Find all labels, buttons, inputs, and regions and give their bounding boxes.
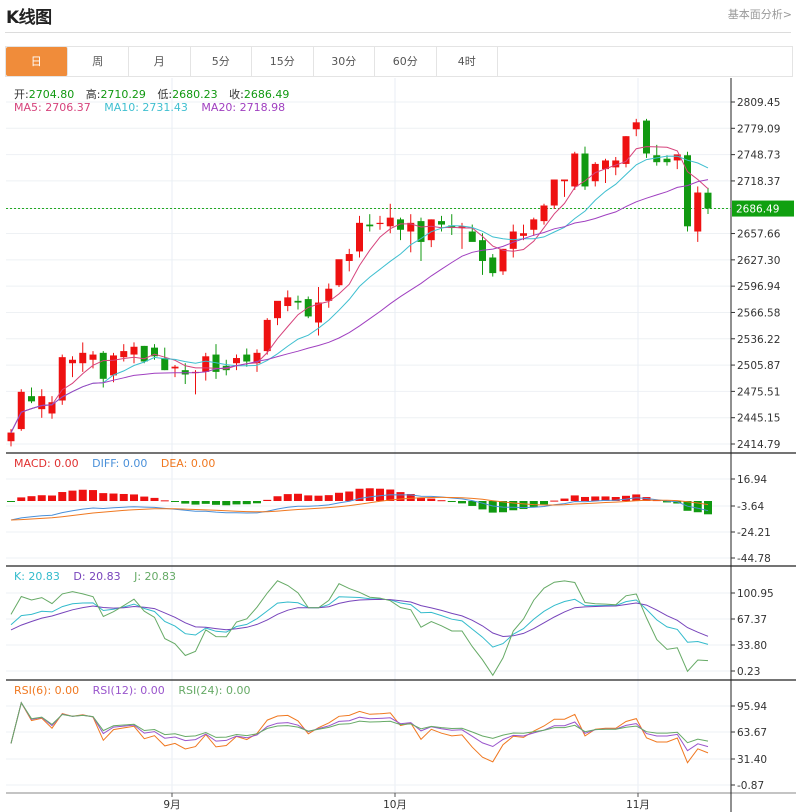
svg-text:2566.58: 2566.58 xyxy=(737,307,780,319)
svg-text:2505.87: 2505.87 xyxy=(737,360,780,372)
tab-5min[interactable]: 5分 xyxy=(191,47,252,76)
macd-legend: MACD: 0.00 DIFF: 0.00 DEA: 0.00 xyxy=(14,457,225,470)
close-value: 2686.49 xyxy=(243,88,290,101)
svg-text:31.40: 31.40 xyxy=(737,754,767,766)
svg-text:2475.51: 2475.51 xyxy=(737,386,780,398)
j-value: J: 20.83 xyxy=(134,570,177,583)
svg-text:2718.37: 2718.37 xyxy=(737,176,780,188)
kdj-legend: K: 20.83 D: 20.83 J: 20.83 xyxy=(14,570,186,583)
svg-text:2536.22: 2536.22 xyxy=(737,334,780,346)
svg-text:2445.15: 2445.15 xyxy=(737,413,780,425)
svg-text:16.94: 16.94 xyxy=(737,474,767,486)
time-axis: 9月 10月 11月 xyxy=(163,793,650,811)
svg-text:-0.87: -0.87 xyxy=(737,780,764,792)
grid xyxy=(6,78,731,793)
svg-text:2414.79: 2414.79 xyxy=(737,439,780,451)
last-price-badge xyxy=(732,200,794,217)
svg-text:2809.45: 2809.45 xyxy=(737,97,780,109)
divider xyxy=(5,32,791,33)
tab-week[interactable]: 周 xyxy=(68,47,129,76)
period-tabs: 日 周 月 5分 15分 30分 60分 4时 xyxy=(5,46,793,77)
page-title: K线图 xyxy=(6,8,52,28)
low-label: 低: xyxy=(157,88,173,101)
svg-text:2657.66: 2657.66 xyxy=(737,229,781,241)
fundamental-analysis-link[interactable]: 基本面分析> xyxy=(727,8,792,21)
low-value: 2680.23 xyxy=(172,88,218,101)
svg-text:100.95: 100.95 xyxy=(737,588,774,600)
d-line xyxy=(10,598,709,638)
rsi24-value: RSI(24): 0.00 xyxy=(178,684,251,697)
d-value: D: 20.83 xyxy=(73,570,121,583)
high-label: 高: xyxy=(85,88,101,101)
svg-text:0.23: 0.23 xyxy=(737,666,760,678)
ohlc-legend: 开:2704.80 高:2710.29 低:2680.23 收:2686.49 xyxy=(14,86,299,102)
dea-value: DEA: 0.00 xyxy=(160,457,216,470)
rsi6-line xyxy=(10,701,709,764)
svg-text:-44.78: -44.78 xyxy=(737,553,771,565)
ma10-line xyxy=(10,155,709,433)
svg-text:11月: 11月 xyxy=(626,799,650,811)
close-label: 收: xyxy=(229,88,244,101)
tab-day[interactable]: 日 xyxy=(6,47,68,76)
ma20-line xyxy=(10,179,709,433)
k-value: K: 20.83 xyxy=(14,570,60,583)
macd-histogram xyxy=(7,488,712,515)
tab-4hour[interactable]: 4时 xyxy=(437,47,498,76)
candles xyxy=(7,118,712,447)
j-line xyxy=(10,580,709,677)
dea-line xyxy=(10,496,709,521)
k-line xyxy=(10,596,709,648)
svg-text:2627.30: 2627.30 xyxy=(737,255,780,267)
svg-text:63.67: 63.67 xyxy=(737,727,767,739)
tab-30min[interactable]: 30分 xyxy=(314,47,375,76)
svg-text:10月: 10月 xyxy=(383,799,407,811)
high-value: 2710.29 xyxy=(100,88,146,101)
tab-60min[interactable]: 60分 xyxy=(375,47,437,76)
ma-legend: MA5: 2706.37 MA10: 2731.43 MA20: 2718.98 xyxy=(14,101,295,114)
svg-text:2596.94: 2596.94 xyxy=(737,281,781,293)
open-label: 开: xyxy=(14,88,29,101)
rsi12-value: RSI(12): 0.00 xyxy=(92,684,165,697)
svg-text:2748.73: 2748.73 xyxy=(737,150,780,162)
svg-text:2779.09: 2779.09 xyxy=(737,123,780,135)
rsi-legend: RSI(6): 0.00 RSI(12): 0.00 RSI(24): 0.00 xyxy=(14,684,260,697)
ma20-value: MA20: 2718.98 xyxy=(201,101,286,114)
svg-text:2686.49: 2686.49 xyxy=(736,204,779,216)
price-axis: 2809.45 2779.09 2748.73 2718.37 2657.66 2627.… xyxy=(731,97,781,451)
ma10-value: MA10: 2731.43 xyxy=(104,101,188,114)
rsi6-value: RSI(6): 0.00 xyxy=(14,684,80,697)
ma5-value: MA5: 2706.37 xyxy=(14,101,91,114)
diff-line xyxy=(10,494,709,521)
tab-month[interactable]: 月 xyxy=(129,47,191,76)
svg-text:95.94: 95.94 xyxy=(737,701,767,713)
svg-text:-3.64: -3.64 xyxy=(737,501,764,513)
rsi12-line xyxy=(10,701,709,752)
svg-text:9月: 9月 xyxy=(163,799,180,811)
macd-value: MACD: 0.00 xyxy=(14,457,79,470)
rsi24-line xyxy=(10,701,709,744)
svg-text:-24.21: -24.21 xyxy=(737,527,771,539)
ma5-line xyxy=(10,146,709,433)
tab-15min[interactable]: 15分 xyxy=(252,47,314,76)
svg-text:67.37: 67.37 xyxy=(737,614,767,626)
svg-text:33.80: 33.80 xyxy=(737,640,767,652)
open-value: 2704.80 xyxy=(28,88,75,101)
diff-value: DIFF: 0.00 xyxy=(92,457,148,470)
